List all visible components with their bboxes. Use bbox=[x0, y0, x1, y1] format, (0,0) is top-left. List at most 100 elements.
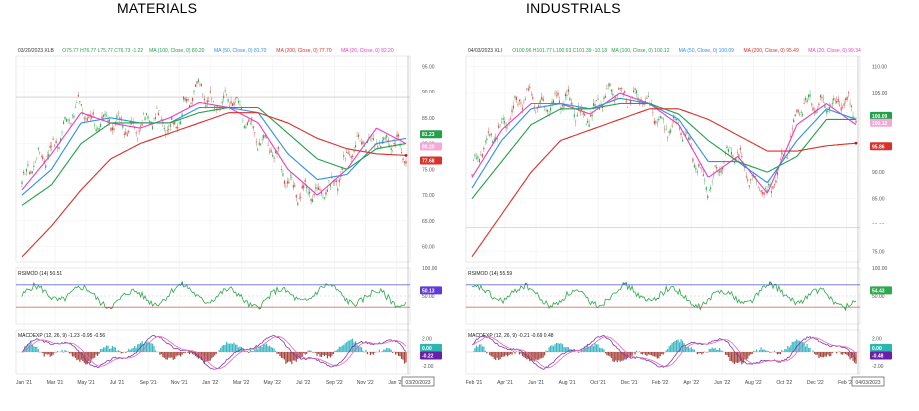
candle-body bbox=[396, 134, 398, 138]
candle-body bbox=[168, 129, 170, 131]
candle-body bbox=[732, 155, 734, 157]
candle-body bbox=[607, 84, 609, 86]
macd-line bbox=[21, 334, 407, 370]
candle-body bbox=[294, 185, 296, 187]
candle-body bbox=[747, 179, 749, 182]
candle-body bbox=[477, 156, 479, 159]
candle-body bbox=[126, 133, 128, 136]
reference-badge bbox=[420, 93, 442, 102]
candle-body bbox=[405, 160, 407, 164]
ma200-line bbox=[21, 112, 407, 258]
x-tick-label: Oct '22 bbox=[776, 380, 792, 386]
materials-chart[interactable]: 03/20/2023 XLB O75.77 H76.77 L75.77 C76.7… bbox=[12, 44, 442, 399]
candle-body bbox=[180, 121, 182, 125]
candle-body bbox=[125, 131, 127, 135]
candle-body bbox=[659, 115, 661, 119]
candle-body bbox=[68, 119, 70, 121]
candle-body bbox=[383, 137, 385, 141]
cursor-date-label: 03/20/2023 bbox=[405, 380, 430, 386]
candle-body bbox=[263, 135, 265, 139]
candle-body bbox=[88, 117, 90, 119]
x-tick-label: Sep '22 bbox=[326, 380, 343, 386]
candle-body bbox=[77, 94, 79, 97]
candle-body bbox=[196, 81, 198, 84]
candle-body bbox=[190, 102, 192, 104]
macd-badge-b bbox=[420, 351, 442, 360]
y-tick-label: 85.00 bbox=[872, 197, 885, 203]
candle-body bbox=[579, 111, 581, 113]
candle-body bbox=[790, 136, 792, 138]
header-ohlc: O100.96 H101.77 L100.63 C101.39 -10.18 bbox=[512, 48, 607, 54]
candle-body bbox=[70, 123, 72, 125]
candle-body bbox=[794, 114, 796, 117]
candle-body bbox=[129, 121, 131, 124]
candle-body bbox=[797, 109, 799, 113]
candle-body bbox=[301, 185, 303, 189]
candle-body bbox=[273, 157, 275, 159]
ma50-badge-label: 100.09 bbox=[872, 114, 888, 120]
candle-body bbox=[806, 99, 808, 103]
ma200-line bbox=[471, 108, 857, 258]
rsi-badge bbox=[870, 286, 892, 295]
candle-body bbox=[48, 154, 50, 157]
candle-body bbox=[515, 97, 518, 100]
candle-body bbox=[172, 122, 174, 124]
candle-body bbox=[360, 142, 363, 145]
candle-body bbox=[101, 116, 103, 120]
candle-body bbox=[621, 88, 623, 90]
candle-body bbox=[393, 142, 395, 145]
candle-body bbox=[825, 110, 827, 113]
y-tick-label: 65.00 bbox=[422, 219, 435, 225]
candle-body bbox=[98, 127, 100, 131]
candle-body bbox=[748, 185, 750, 187]
candle-body bbox=[171, 117, 173, 120]
candle-body bbox=[58, 147, 60, 150]
candle-body bbox=[785, 157, 787, 159]
candle-body bbox=[765, 187, 767, 189]
candle-body bbox=[187, 98, 189, 101]
candle-body bbox=[573, 114, 575, 118]
candle-body bbox=[736, 152, 738, 153]
x-tick-label: Mar '22 bbox=[233, 380, 250, 386]
ma50-line bbox=[471, 97, 857, 189]
candle-body bbox=[542, 98, 544, 101]
candle-body bbox=[722, 167, 724, 170]
macd-badge-a bbox=[870, 343, 892, 352]
industrials-chart[interactable]: 04/03/2023 XLI O100.96 H101.77 L100.63 C1… bbox=[462, 44, 892, 399]
candle-body bbox=[837, 98, 839, 102]
last-price-marker bbox=[404, 153, 408, 157]
x-tick-label: May '22 bbox=[264, 380, 282, 386]
candle-body bbox=[135, 132, 137, 134]
candle-body bbox=[471, 174, 473, 176]
candle-body bbox=[194, 84, 197, 87]
candle-body bbox=[633, 90, 635, 93]
candle-body bbox=[650, 102, 652, 104]
candle-body bbox=[800, 111, 802, 113]
candle-body bbox=[658, 118, 660, 121]
x-tick-label: May '21 bbox=[77, 380, 95, 386]
candle-body bbox=[821, 96, 823, 99]
candle-body bbox=[49, 145, 51, 149]
candle-body bbox=[28, 172, 30, 175]
candle-body bbox=[65, 119, 68, 122]
candle-body bbox=[25, 169, 27, 172]
candle-body bbox=[157, 112, 159, 116]
candle-body bbox=[79, 101, 81, 103]
candle-body bbox=[827, 110, 829, 113]
macd-label: MACDEXP (12, 26, 9) -1.23 -0.95 -0.56 bbox=[18, 333, 105, 339]
candle-body bbox=[27, 164, 29, 166]
ma100-badge bbox=[870, 118, 892, 127]
x-tick-label: Jan '23 bbox=[388, 380, 404, 386]
candle-body bbox=[175, 126, 177, 129]
candle-body bbox=[258, 142, 260, 146]
x-tick-label: Apr '22 bbox=[683, 380, 699, 386]
ma200-badge bbox=[420, 156, 442, 165]
candle-body bbox=[306, 186, 308, 189]
candle-body bbox=[347, 152, 349, 154]
candle-body bbox=[799, 113, 801, 115]
candle-body bbox=[252, 126, 254, 129]
candle-body bbox=[593, 103, 595, 106]
ma50-badge-label: 81.23 bbox=[422, 132, 435, 138]
header-symbol: 04/03/2023 XLI bbox=[468, 48, 502, 54]
candle-body bbox=[828, 107, 830, 110]
